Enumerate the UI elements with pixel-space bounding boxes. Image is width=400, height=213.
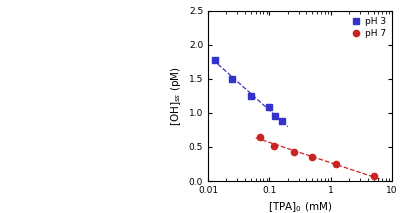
Line: pH 7: pH 7 (257, 134, 377, 179)
Line: pH 3: pH 3 (212, 57, 285, 124)
pH 7 (371, 175, 376, 178)
pH 7 (272, 144, 276, 147)
Y-axis label: [OH]$_{ss}$ (pM): [OH]$_{ss}$ (pM) (169, 66, 183, 126)
pH 7 (333, 163, 338, 165)
pH 7 (310, 156, 315, 158)
pH 3 (248, 95, 253, 97)
pH 3 (230, 78, 235, 80)
pH 3 (212, 58, 217, 61)
pH 3 (267, 106, 272, 109)
Legend: pH 3, pH 7: pH 3, pH 7 (348, 15, 388, 39)
pH 7 (258, 135, 262, 138)
pH 3 (273, 115, 278, 118)
pH 7 (291, 150, 296, 153)
X-axis label: [TPA]$_0$ (mM): [TPA]$_0$ (mM) (268, 200, 332, 213)
pH 3 (280, 120, 284, 122)
